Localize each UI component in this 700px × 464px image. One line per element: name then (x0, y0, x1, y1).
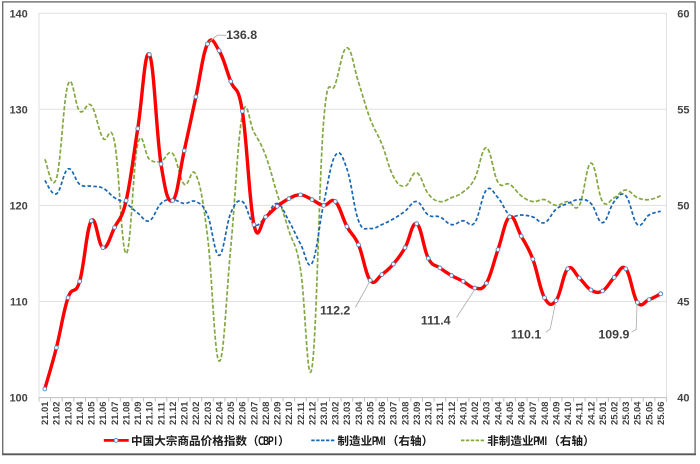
svg-text:23.04: 23.04 (353, 401, 364, 425)
svg-text:24.01: 24.01 (457, 402, 468, 425)
svg-text:50: 50 (677, 201, 689, 213)
svg-text:55: 55 (677, 104, 689, 116)
svg-text:21.04: 21.04 (74, 401, 85, 425)
svg-text:23.07: 23.07 (388, 402, 399, 425)
svg-text:22.12: 22.12 (306, 402, 317, 425)
svg-text:22.09: 22.09 (272, 402, 283, 425)
svg-text:21.02: 21.02 (51, 402, 62, 425)
svg-text:21.09: 21.09 (132, 402, 143, 425)
svg-text:24.02: 24.02 (469, 402, 480, 425)
svg-text:23.12: 23.12 (446, 402, 457, 425)
svg-text:110.1: 110.1 (511, 328, 541, 342)
svg-text:25.03: 25.03 (620, 402, 631, 425)
svg-text:24.09: 24.09 (550, 402, 561, 425)
svg-text:22.04: 22.04 (213, 401, 224, 425)
svg-text:21.08: 21.08 (120, 402, 131, 425)
svg-text:22.05: 22.05 (225, 402, 236, 425)
svg-text:25.06: 25.06 (655, 402, 666, 425)
svg-text:22.11: 22.11 (295, 402, 306, 425)
svg-text:24.03: 24.03 (481, 402, 492, 425)
svg-text:140: 140 (9, 8, 27, 20)
svg-text:22.02: 22.02 (190, 402, 201, 425)
svg-text:22.07: 22.07 (248, 402, 259, 425)
svg-text:21.01: 21.01 (39, 402, 50, 425)
svg-text:25.01: 25.01 (597, 402, 608, 425)
svg-text:21.12: 21.12 (167, 402, 178, 425)
svg-text:120: 120 (9, 201, 27, 213)
svg-text:23.08: 23.08 (399, 402, 410, 425)
svg-text:60: 60 (677, 8, 689, 20)
svg-text:100: 100 (9, 393, 27, 405)
svg-text:40: 40 (677, 393, 689, 405)
svg-text:23.02: 23.02 (330, 402, 341, 425)
svg-text:24.06: 24.06 (516, 402, 527, 425)
svg-text:136.8: 136.8 (226, 28, 257, 42)
svg-text:24.07: 24.07 (527, 402, 538, 425)
svg-text:23.10: 23.10 (423, 402, 434, 425)
svg-text:25.04: 25.04 (632, 401, 643, 425)
svg-text:23.06: 23.06 (376, 402, 387, 425)
svg-text:21.06: 21.06 (97, 402, 108, 425)
svg-text:24.11: 24.11 (574, 402, 585, 425)
svg-text:109.9: 109.9 (598, 327, 629, 341)
svg-text:24.12: 24.12 (585, 402, 596, 425)
svg-text:23.01: 23.01 (318, 402, 329, 425)
svg-text:112.2: 112.2 (320, 304, 350, 318)
svg-text:22.01: 22.01 (179, 402, 190, 425)
svg-text:45: 45 (677, 297, 689, 309)
svg-text:23.03: 23.03 (341, 402, 352, 425)
svg-text:24.05: 24.05 (504, 402, 515, 425)
svg-text:22.08: 22.08 (260, 402, 271, 425)
svg-text:21.03: 21.03 (62, 402, 73, 425)
svg-text:21.05: 21.05 (86, 402, 97, 425)
svg-text:23.05: 23.05 (364, 402, 375, 425)
svg-text:23.11: 23.11 (434, 402, 445, 425)
svg-text:110: 110 (10, 297, 28, 309)
svg-text:21.07: 21.07 (109, 402, 120, 425)
svg-text:24.04: 24.04 (492, 401, 503, 425)
svg-text:23.09: 23.09 (411, 402, 422, 425)
svg-text:22.06: 22.06 (237, 402, 248, 425)
svg-text:22.10: 22.10 (283, 402, 294, 425)
svg-text:130: 130 (9, 104, 27, 116)
svg-text:22.03: 22.03 (202, 402, 213, 425)
svg-text:25.02: 25.02 (608, 402, 619, 425)
svg-text:21.10: 21.10 (144, 402, 155, 425)
svg-text:24.10: 24.10 (562, 402, 573, 425)
svg-text:111.4: 111.4 (421, 314, 451, 328)
svg-text:25.05: 25.05 (643, 402, 654, 425)
svg-text:21.11: 21.11 (155, 402, 166, 425)
svg-text:24.08: 24.08 (539, 402, 550, 425)
